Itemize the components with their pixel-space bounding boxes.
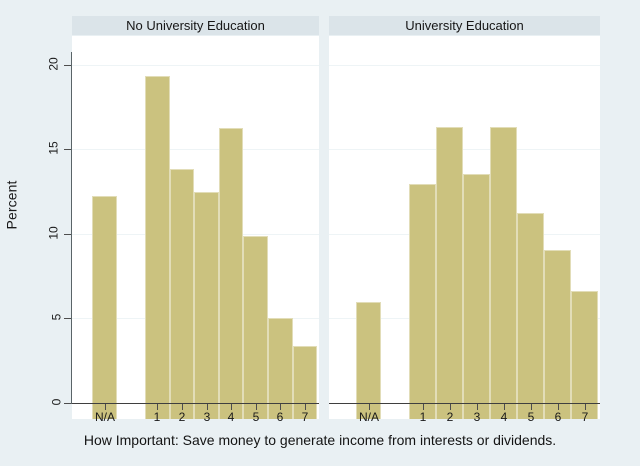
x-tick-label: 5 <box>252 410 260 424</box>
x-axis-spine <box>329 403 600 404</box>
x-tick-label: 7 <box>301 410 309 424</box>
gridline <box>72 149 319 151</box>
x-tick-label: 1 <box>153 410 161 424</box>
y-tick-mark <box>64 233 71 235</box>
bar <box>92 195 117 419</box>
x-tick-mark <box>369 404 370 410</box>
x-tick-mark <box>182 404 183 410</box>
x-axis-spine <box>72 403 319 404</box>
bar <box>490 126 517 419</box>
y-tick-label: 10 <box>46 226 61 240</box>
y-axis-spine <box>71 52 72 404</box>
x-tick-mark <box>477 404 478 410</box>
x-tick-mark <box>450 404 451 410</box>
y-tick-label: 0 <box>49 398 64 406</box>
x-axis-title: How Important: Save money to generate in… <box>83 432 557 448</box>
x-tick-mark <box>280 404 281 410</box>
x-tick-label: 6 <box>276 410 284 424</box>
bar <box>243 236 268 419</box>
plot-area <box>329 36 600 419</box>
x-tick-label: N/A <box>94 410 116 424</box>
x-tick-mark <box>157 404 158 410</box>
x-tick-label: 3 <box>473 410 481 424</box>
bar <box>463 173 490 419</box>
x-tick-label: N/A <box>358 410 380 424</box>
x-tick-label: 1 <box>419 410 427 424</box>
y-tick-mark <box>64 149 71 151</box>
bar <box>218 128 244 419</box>
x-tick-label: 6 <box>554 410 562 424</box>
panel-header-label: University Education <box>405 18 524 33</box>
x-tick-label: 7 <box>581 410 589 424</box>
y-axis-title-text: Percent <box>3 180 20 230</box>
panel-header-label: No University Education <box>126 18 265 33</box>
x-tick-label: 2 <box>178 410 186 424</box>
x-tick-label: 5 <box>527 410 535 424</box>
panel-header: No University Education <box>72 16 319 35</box>
x-tick-label: 2 <box>446 410 454 424</box>
x-tick-mark <box>105 404 106 410</box>
bar <box>409 184 436 419</box>
gridline <box>329 149 600 151</box>
bar <box>517 212 544 419</box>
x-tick-mark <box>423 404 424 410</box>
bar <box>292 346 318 419</box>
plot-area <box>72 36 319 419</box>
gridline <box>329 64 600 66</box>
x-tick-label: 4 <box>227 410 235 424</box>
x-tick-mark <box>231 404 232 410</box>
bar <box>544 249 571 419</box>
panel-header: University Education <box>329 16 600 35</box>
bar <box>268 317 293 419</box>
bar <box>436 126 463 419</box>
y-tick-label: 15 <box>46 141 61 156</box>
bar <box>145 75 170 419</box>
bar <box>194 192 219 419</box>
bar <box>571 290 598 419</box>
x-tick-label: 4 <box>500 410 508 424</box>
x-tick-mark <box>558 404 559 410</box>
x-tick-mark <box>585 404 586 410</box>
x-tick-mark <box>531 404 532 410</box>
x-tick-label: 3 <box>203 410 211 424</box>
bar <box>356 302 381 419</box>
bar <box>169 168 195 419</box>
x-tick-mark <box>207 404 208 410</box>
y-tick-mark <box>64 64 71 66</box>
y-tick-label: 20 <box>46 57 61 71</box>
x-tick-mark <box>504 404 505 410</box>
gridline <box>72 64 319 66</box>
x-tick-mark <box>256 404 257 410</box>
y-tick-mark <box>64 403 71 404</box>
y-tick-label: 5 <box>49 314 64 321</box>
x-tick-mark <box>305 404 306 410</box>
y-axis-title: Percent <box>0 0 22 410</box>
y-tick-mark <box>64 318 71 320</box>
